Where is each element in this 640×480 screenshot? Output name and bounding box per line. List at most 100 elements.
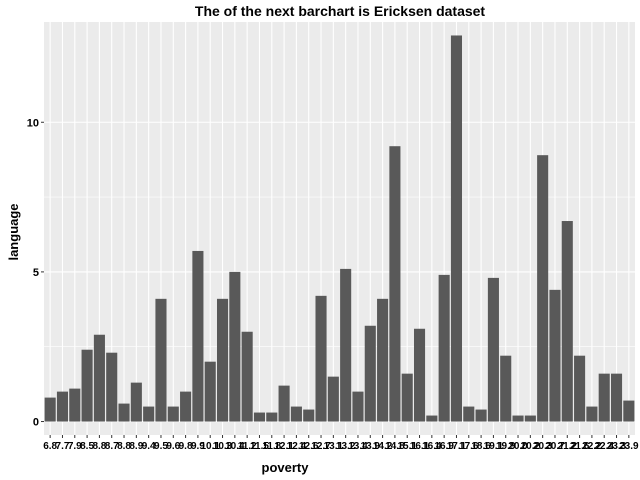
bar [475,409,487,422]
bar [426,415,438,422]
bar [537,155,549,422]
x-tick-label: 13.1 [324,441,344,452]
plot-panel [44,22,635,435]
bar [81,349,93,422]
x-tick-label: 22.4 [594,441,614,452]
x-tick-label: 20.0 [508,441,528,452]
bar [143,406,155,422]
x-tick-label: 20.7 [545,441,565,452]
x-tick-label: 13.9 [361,441,381,452]
x-tick-label: 23.9 [619,441,639,452]
x-tick-label: 12.6 [299,441,319,452]
bar [500,355,512,422]
x-tick-label: 21.6 [570,441,590,452]
x-tick-label: 8.7 [105,441,119,452]
bar [93,334,105,422]
bar [574,355,586,422]
x-tick-label: 10.4 [225,441,245,452]
y-tick-label: 0 [33,417,39,429]
bar [44,397,56,422]
bar [352,391,364,422]
x-tick-label: 19.9 [496,441,516,452]
x-tick-label: 21.2 [558,441,578,452]
bar [303,409,315,422]
x-tick-label: 10.1 [200,441,220,452]
x-tick-label: 9.9 [191,441,205,452]
x-tick-label: 7.9 [68,441,82,452]
x-tick-label: 6.8 [43,441,57,452]
x-tick-label: 8.8 [117,441,131,452]
bar [155,298,167,422]
bar [377,298,389,422]
bar [130,382,142,422]
x-tick-label: 8.9 [129,441,143,452]
x-tick-label: 16.1 [410,441,430,452]
x-tick-label: 8.5 [80,441,94,452]
x-tick-label: 11.2 [238,441,257,452]
bar [463,406,475,422]
x-axis-title: poverty [262,460,310,475]
bar [266,412,278,422]
bar [586,406,598,422]
bar [253,412,266,422]
x-axis: 6.87.77.98.58.88.78.88.99.49.59.69.89.91… [43,435,639,452]
bar [340,268,352,422]
bar [56,391,69,422]
bar [216,298,229,422]
x-tick-label: 16.4 [422,441,442,452]
x-tick-label: 9.4 [142,441,156,452]
bar [192,250,204,422]
bar [290,406,302,422]
x-tick-label: 14.2 [373,441,393,452]
bar [438,274,450,422]
x-tick-label: 19.1 [484,441,504,452]
x-tick-label: 14.8 [385,441,405,452]
bar [327,376,339,422]
x-tick-label: 8.8 [92,441,106,452]
bar [401,373,413,422]
x-tick-label: 17.6 [459,441,479,452]
bar [413,328,426,422]
chart-title: The of the next barchart is Ericksen dat… [195,3,486,19]
x-tick-label: 9.5 [154,441,168,452]
bar [549,289,561,422]
bar [229,271,241,422]
bar [241,331,253,422]
bar [364,325,376,422]
x-tick-label: 7.7 [56,441,70,452]
x-tick-label: 20.3 [533,441,553,452]
bar [278,385,290,422]
bar [69,388,81,422]
bar [561,221,573,422]
x-tick-label: 11.5 [250,441,269,452]
y-axis-title: language [6,203,21,260]
x-tick-label: 11.8 [262,441,281,452]
bar [389,146,401,422]
x-tick-label: 23.3 [607,441,627,452]
x-tick-label: 13.4 [348,441,368,452]
x-tick-label: 17.1 [447,441,467,452]
bar [204,361,216,422]
x-tick-label: 10.3 [213,441,233,452]
x-tick-label: 12.7 [311,441,331,452]
bars [44,35,635,422]
bar [487,277,499,422]
bar [106,352,118,422]
bar [512,415,524,422]
x-tick-label: 9.8 [179,441,193,452]
x-tick-label: 13.2 [336,441,356,452]
bar [598,373,610,422]
bar [315,295,327,422]
bar [118,403,130,422]
bar [623,400,635,422]
bar [450,35,463,422]
x-tick-label: 16.9 [434,441,454,452]
x-tick-label: 12.1 [274,441,294,452]
y-axis: 0 5 10 [27,117,44,429]
y-tick-label: 5 [33,267,39,279]
x-tick-label: 15.1 [397,441,417,452]
y-tick-label: 10 [27,117,39,129]
bar [610,373,623,422]
x-tick-label: 9.6 [166,441,180,452]
